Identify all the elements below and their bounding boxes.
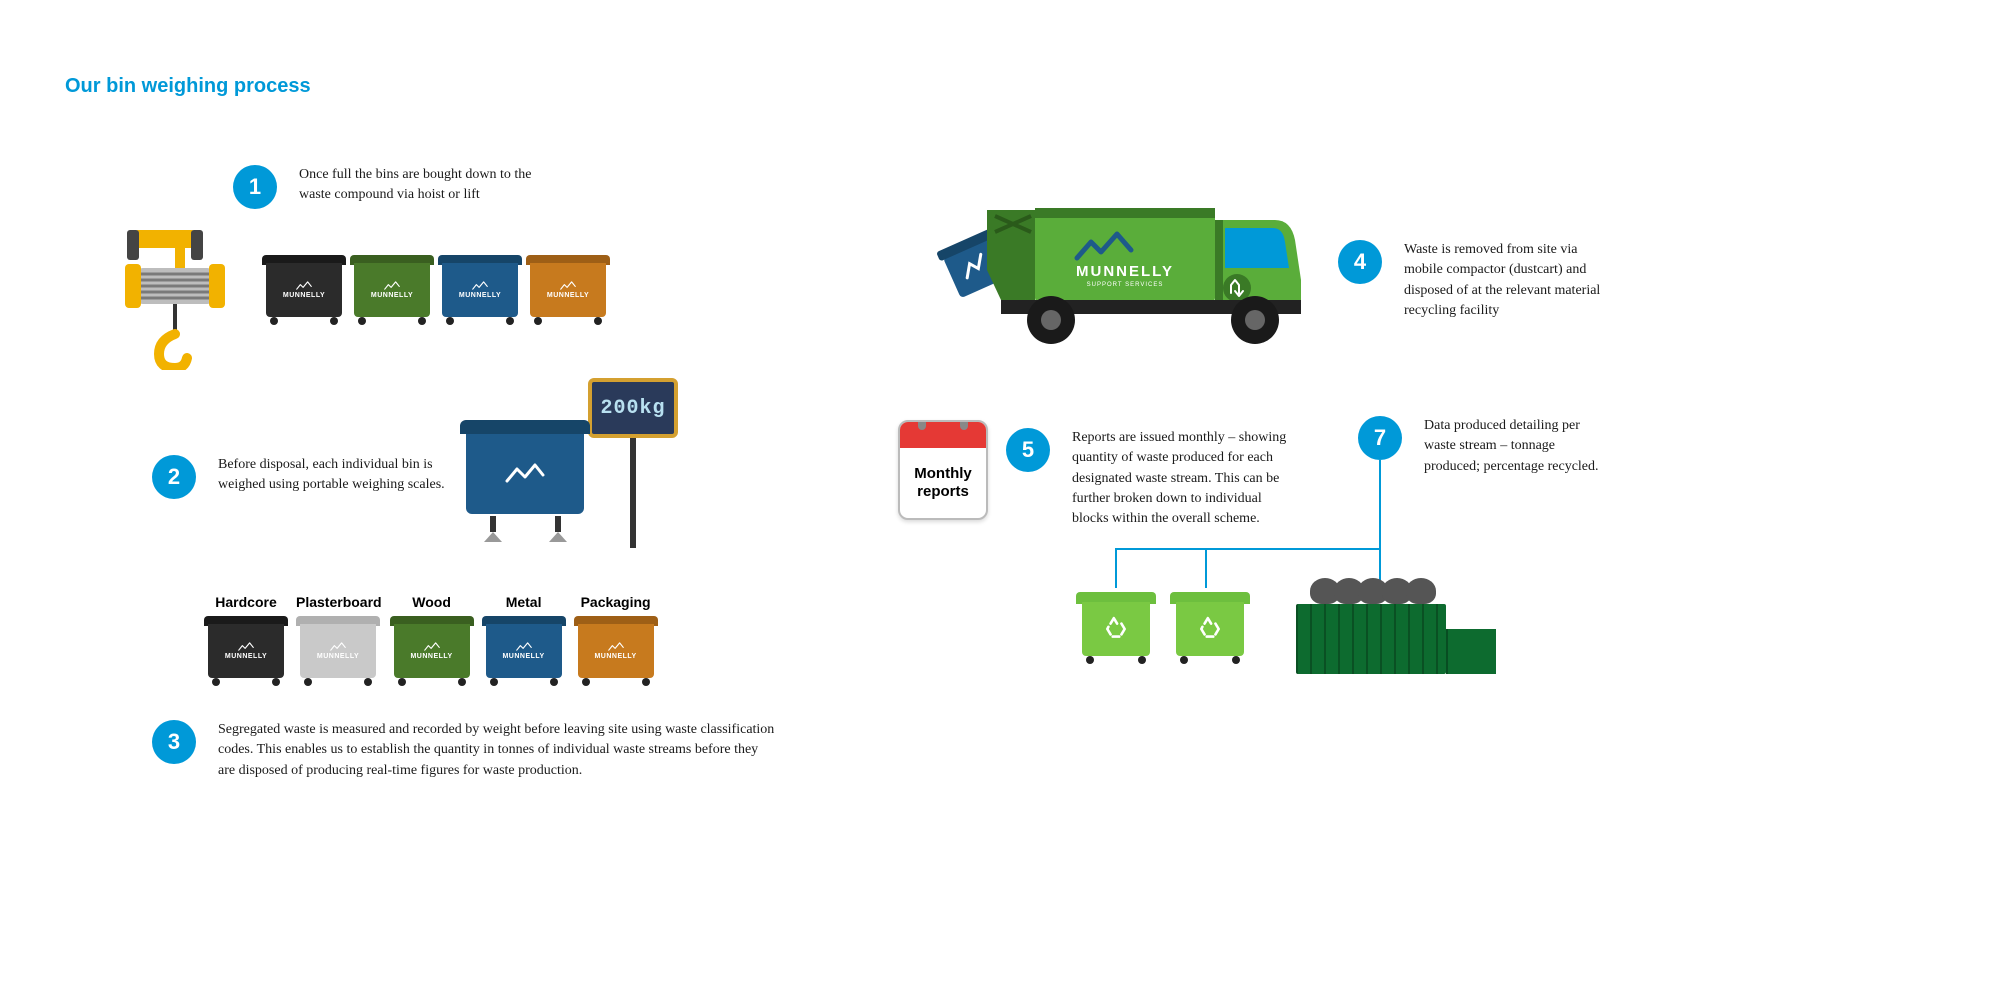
step-4-badge: 4 — [1338, 240, 1382, 284]
step-7-badge: 7 — [1358, 416, 1402, 460]
waste-bin-icon: MUNNELLY — [296, 616, 380, 686]
waste-bin-icon: MUNNELLY — [526, 255, 610, 325]
step-1-text: Once full the bins are bought down to th… — [299, 165, 559, 206]
step-7: 7 Data produced detailing per waste stre… — [1358, 416, 1604, 477]
garbage-truck-icon: MUNNELLY SUPPORT SERVICES — [935, 190, 1315, 355]
step-2-badge: 2 — [152, 455, 196, 499]
waste-bin-icon: MUNNELLY — [482, 616, 566, 686]
hoist-icon — [115, 230, 225, 375]
connector-line — [1379, 460, 1381, 548]
calendar-label: Monthly reports — [900, 448, 986, 518]
waste-bin-icon: MUNNELLY — [204, 616, 288, 686]
waste-bin-icon: MUNNELLY — [262, 255, 346, 325]
step-3-text: Segregated waste is measured and recorde… — [218, 720, 778, 781]
step-7-text: Data produced detailing per waste stream… — [1424, 416, 1604, 477]
step-2: 2 Before disposal, each individual bin i… — [152, 455, 478, 499]
step-4: 4 Waste is removed from site via mobile … — [1338, 240, 1604, 321]
step-5: 5 Reports are issued monthly – showing q… — [1006, 428, 1292, 529]
waste-bin-icon: MUNNELLY — [574, 616, 658, 686]
bin-label: Plasterboard — [296, 594, 382, 610]
bin-row-1: MUNNELLYMUNNELLYMUNNELLYMUNNELLY — [262, 255, 610, 325]
bin-label: Hardcore — [204, 594, 288, 610]
scale-readout: 200kg — [588, 378, 678, 438]
bin-label: Metal — [482, 594, 566, 610]
waste-bin-icon: MUNNELLY — [350, 255, 434, 325]
connector-line — [1205, 548, 1207, 588]
step-3: 3 Segregated waste is measured and recor… — [152, 720, 778, 781]
bin-label: Wood — [390, 594, 474, 610]
truck-brand: MUNNELLY — [1076, 263, 1174, 280]
step-2-text: Before disposal, each individual bin is … — [218, 455, 478, 496]
waste-bin-icon: MUNNELLY — [438, 255, 522, 325]
step-5-badge: 5 — [1006, 428, 1050, 472]
svg-text:SUPPORT SERVICES: SUPPORT SERVICES — [1087, 282, 1164, 288]
step-5-text: Reports are issued monthly – showing qua… — [1072, 428, 1292, 529]
bin-row-2: Hardcore MUNNELLY Plasterboard MUNNELLY Wood… — [204, 594, 658, 686]
recycle-bin-icon — [1170, 592, 1250, 664]
waste-bin-icon: MUNNELLY — [390, 616, 474, 686]
page-title: Our bin weighing process — [65, 75, 311, 98]
bin-label: Packaging — [574, 594, 658, 610]
step-1: 1 Once full the bins are bought down to … — [233, 165, 559, 209]
connector-line — [1115, 548, 1117, 588]
step-1-badge: 1 — [233, 165, 277, 209]
step-4-text: Waste is removed from site via mobile co… — [1404, 240, 1604, 321]
calendar-icon: Monthly reports — [898, 420, 988, 520]
skip-icon — [1296, 594, 1496, 674]
recycle-bins — [1076, 592, 1250, 664]
recycle-bin-icon — [1076, 592, 1156, 664]
step-3-badge: 3 — [152, 720, 196, 764]
connector-line — [1115, 548, 1381, 550]
